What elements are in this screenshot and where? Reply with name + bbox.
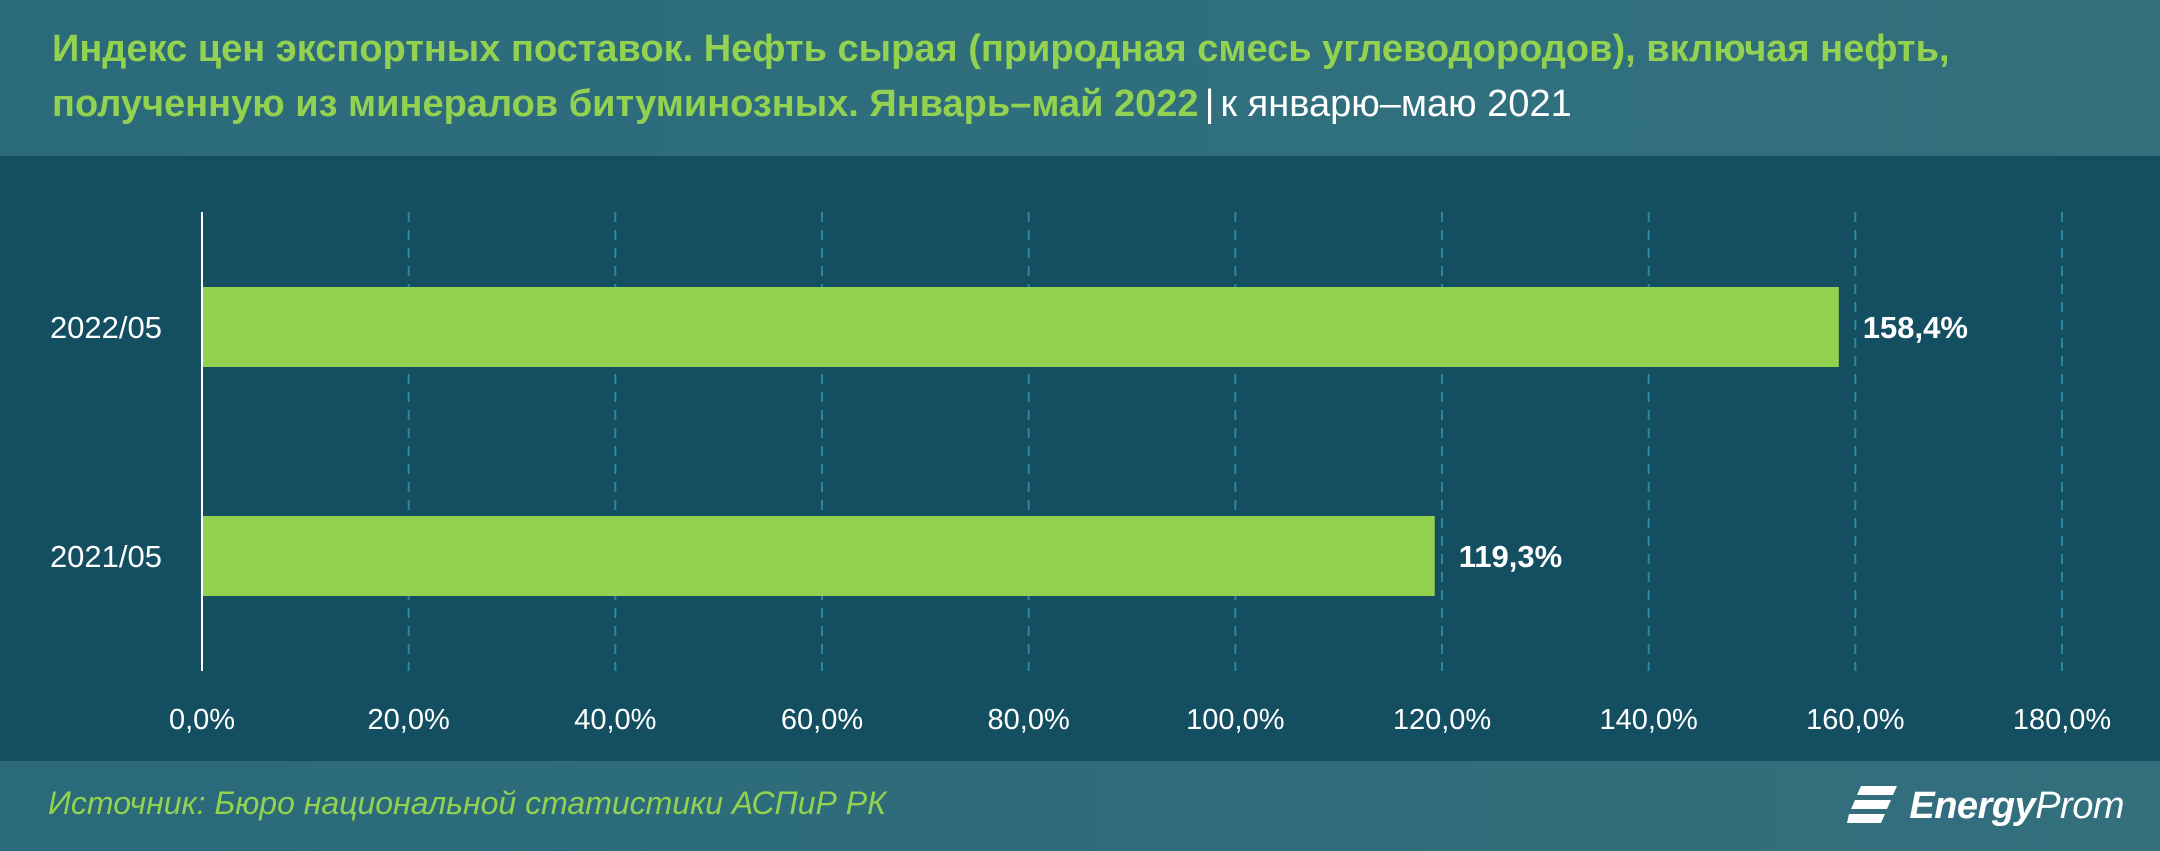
x-tick-label: 140,0% <box>1599 704 1697 736</box>
bar-chart: 2022/05 2021/05 158,4% 119,3% 0,0% 20,0% 40,… <box>50 212 2111 736</box>
chart-area: 2022/05 2021/05 158,4% 119,3% 0,0% 20,0% 40,… <box>0 156 2160 761</box>
data-labels: 158,4% 119,3% <box>1459 310 1968 574</box>
brand-name: EnergyProm <box>1909 785 2124 828</box>
x-tick-label: 20,0% <box>368 704 450 736</box>
bar-2022-05 <box>203 287 1839 367</box>
grid-lines <box>407 212 2063 671</box>
x-tick-label: 180,0% <box>2013 704 2111 736</box>
chart-title: Индекс цен экспортных поставок. Нефть сы… <box>52 28 1950 125</box>
brand-name-light: Prom <box>2035 784 2124 827</box>
category-label: 2022/05 <box>50 310 162 345</box>
x-tick-label: 80,0% <box>988 704 1070 736</box>
chart-header: Индекс цен экспортных поставок. Нефть сы… <box>0 0 2160 156</box>
data-label: 158,4% <box>1863 310 1968 345</box>
data-label: 119,3% <box>1459 539 1562 574</box>
energyprom-logo-icon <box>1847 786 1898 823</box>
x-tick-label: 40,0% <box>574 704 656 736</box>
x-tick-label: 100,0% <box>1186 704 1284 736</box>
bar-2021-05 <box>203 516 1435 596</box>
category-labels: 2022/05 2021/05 <box>50 310 162 574</box>
category-label: 2021/05 <box>50 539 162 574</box>
x-tick-label: 120,0% <box>1393 704 1491 736</box>
chart-title-block: Индекс цен экспортных поставок. Нефть сы… <box>52 22 2112 132</box>
x-tick-label: 160,0% <box>1806 704 1904 736</box>
title-separator: | <box>1204 83 1215 125</box>
source-note: Источник: Бюро национальной статистики А… <box>48 785 886 821</box>
brand-logo: EnergyProm <box>1847 781 2124 831</box>
bars <box>203 287 1839 596</box>
x-tick-label: 60,0% <box>781 704 863 736</box>
chart-footer: Источник: Бюро национальной статистики А… <box>0 761 2160 851</box>
brand-name-bold: Energy <box>1909 784 2036 827</box>
chart-subtitle: к январю–маю 2021 <box>1220 83 1572 125</box>
x-tick-label: 0,0% <box>169 704 235 736</box>
x-axis-ticks: 0,0% 20,0% 40,0% 60,0% 80,0% 100,0% 120,0% 140,… <box>169 704 2111 736</box>
